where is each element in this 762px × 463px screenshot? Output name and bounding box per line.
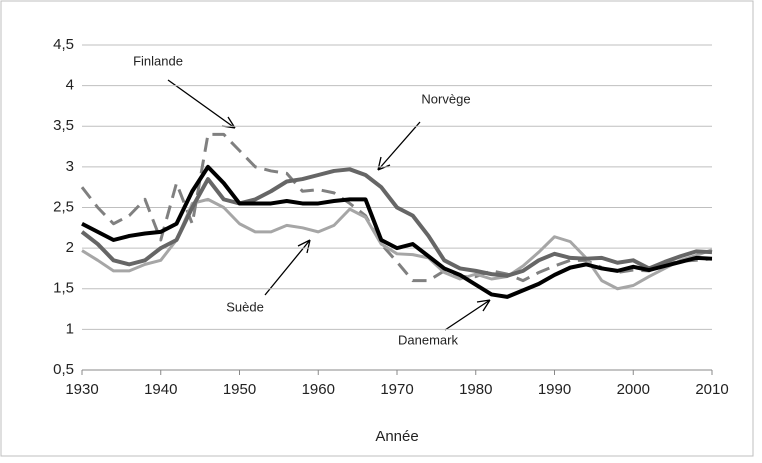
x-tick-label: 1930 bbox=[65, 381, 98, 398]
annotation: Norvège bbox=[421, 91, 470, 106]
annotation: Finlande bbox=[133, 53, 183, 68]
x-axis-label: Année bbox=[375, 428, 418, 445]
y-tick-label: 0,5 bbox=[53, 361, 74, 378]
x-tick-label: 1990 bbox=[538, 381, 571, 398]
arrow bbox=[377, 121, 421, 171]
y-tick-label: 2,5 bbox=[53, 198, 74, 215]
y-tick-label: 1,5 bbox=[53, 280, 74, 297]
x-tick-label: 1950 bbox=[223, 381, 256, 398]
x-tick-label: 1960 bbox=[302, 381, 335, 398]
series-line bbox=[80, 167, 713, 278]
annotation: Suède bbox=[226, 299, 264, 314]
y-tick-label: 3 bbox=[66, 158, 74, 175]
x-tick-label: 2010 bbox=[695, 381, 728, 398]
x-tick-label: 1980 bbox=[459, 381, 492, 398]
y-tick-label: 3,5 bbox=[53, 117, 74, 134]
x-tick-label: 1940 bbox=[144, 381, 177, 398]
y-tick-label: 2 bbox=[66, 239, 74, 256]
x-tick-label: 1970 bbox=[380, 381, 413, 398]
y-tick-label: 4 bbox=[66, 77, 74, 94]
annotation: Danemark bbox=[398, 332, 458, 347]
x-tick-label: 2000 bbox=[617, 381, 650, 398]
arrow bbox=[264, 239, 311, 296]
y-tick-label: 4,5 bbox=[53, 36, 74, 53]
y-tick-label: 1 bbox=[66, 320, 74, 337]
series-line bbox=[81, 164, 713, 299]
arrow bbox=[444, 299, 491, 331]
